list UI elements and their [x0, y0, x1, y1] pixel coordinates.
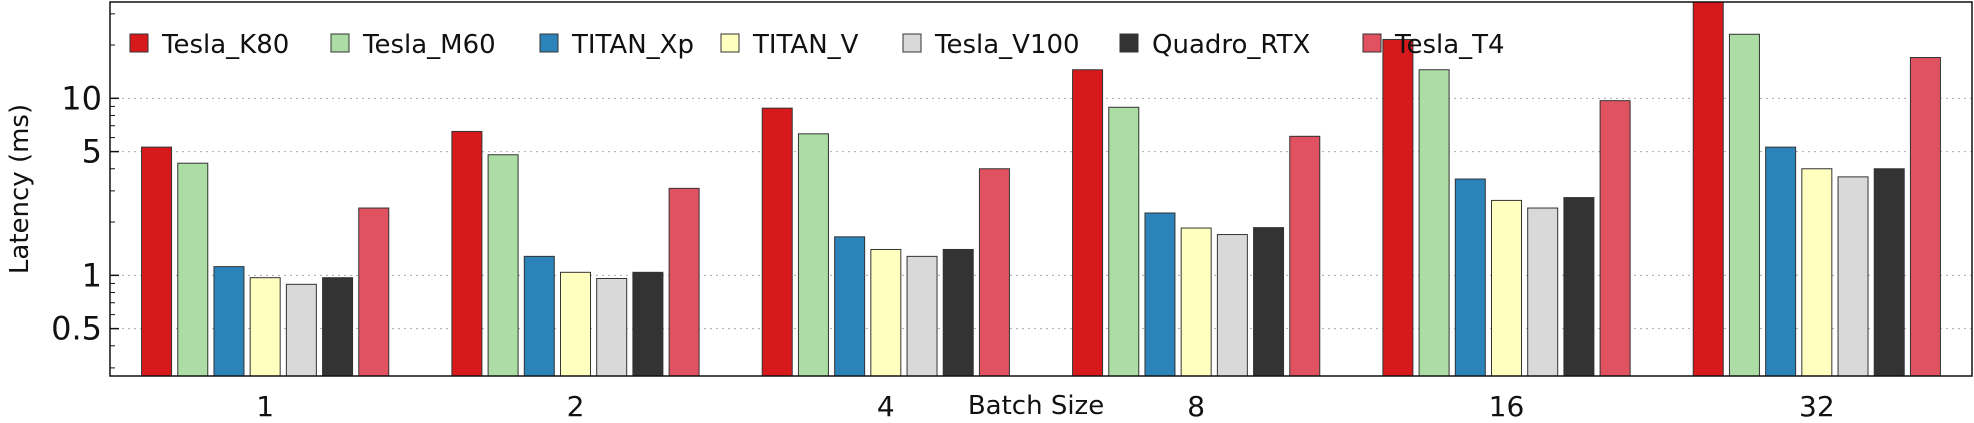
- legend-label: Tesla_T4: [1394, 30, 1505, 60]
- legend-label: Quadro_RTX: [1152, 30, 1310, 60]
- bar-tesla-t4-batch-4: [978, 168, 1010, 377]
- bar-tesla-m60-batch-16: [1418, 69, 1450, 377]
- legend-swatch: [330, 33, 350, 53]
- legend: Tesla_K80 Tesla_M60 TITAN_Xp TITAN_V Tesla_V…: [129, 30, 1505, 60]
- bars: [141, 1, 1941, 377]
- bar-tesla-v100-batch-1: [285, 283, 317, 377]
- bar-titan-v-batch-8: [1180, 227, 1212, 377]
- bar-titan-v-batch-1: [249, 277, 281, 377]
- x-tick-label: 2: [567, 390, 585, 423]
- grid-lines: [110, 97, 1972, 330]
- bar-quadro-rtx-batch-2: [632, 271, 664, 377]
- legend-swatch: [1362, 33, 1382, 53]
- y-axis-label: Latency (ms): [5, 104, 35, 274]
- bar-quadro-rtx-batch-4: [942, 248, 974, 377]
- bar-titan-xp-batch-1: [213, 266, 245, 377]
- legend-swatch: [1119, 33, 1139, 53]
- bar-titan-xp-batch-16: [1454, 178, 1486, 377]
- legend-swatch: [902, 33, 922, 53]
- bar-tesla-v100-batch-16: [1527, 207, 1559, 377]
- x-tick-label: 8: [1187, 390, 1205, 423]
- bar-titan-xp-batch-32: [1765, 146, 1797, 377]
- bar-tesla-t4-batch-16: [1599, 100, 1631, 377]
- legend-label: Tesla_M60: [362, 30, 496, 60]
- bar-tesla-v100-batch-2: [596, 277, 628, 377]
- legend-label: TITAN_V: [752, 30, 859, 60]
- y-tick-label: 1: [82, 256, 102, 294]
- bar-titan-v-batch-32: [1801, 168, 1833, 377]
- bar-tesla-m60-batch-8: [1108, 106, 1140, 377]
- bar-titan-xp-batch-2: [523, 255, 555, 377]
- bar-tesla-v100-batch-4: [906, 255, 938, 377]
- bar-tesla-m60-batch-32: [1728, 33, 1760, 377]
- x-axis-label: Batch Size: [968, 391, 1104, 421]
- bar-quadro-rtx-batch-16: [1563, 197, 1595, 377]
- bar-quadro-rtx-batch-1: [322, 277, 354, 377]
- bar-tesla-k80-batch-32: [1692, 1, 1724, 377]
- y-tick-label: 0.5: [51, 310, 102, 348]
- bar-titan-v-batch-16: [1491, 199, 1522, 377]
- legend-label: Tesla_K80: [161, 30, 289, 60]
- bar-tesla-m60-batch-4: [797, 133, 829, 377]
- bar-tesla-t4-batch-8: [1289, 135, 1321, 377]
- bar-tesla-v100-batch-32: [1837, 176, 1869, 377]
- bar-tesla-k80-batch-1: [141, 146, 173, 377]
- bar-tesla-v100-batch-8: [1216, 234, 1248, 377]
- bar-titan-v-batch-4: [870, 248, 902, 377]
- bar-tesla-k80-batch-2: [451, 130, 483, 377]
- bar-tesla-k80-batch-4: [761, 107, 793, 377]
- x-tick-label: 4: [877, 390, 895, 423]
- y-axis-ticks: 0.5 1 5 10: [51, 13, 119, 369]
- bar-titan-xp-batch-8: [1144, 212, 1176, 377]
- legend-label: TITAN_Xp: [571, 30, 694, 60]
- bar-tesla-t4-batch-2: [668, 187, 700, 377]
- bar-quadro-rtx-batch-8: [1253, 227, 1285, 377]
- plot-frame: [109, 1, 1973, 377]
- legend-label: Tesla_V100: [934, 30, 1080, 60]
- bar-tesla-m60-batch-1: [177, 162, 209, 377]
- legend-swatch: [539, 33, 559, 53]
- y-tick-label: 5: [82, 133, 102, 171]
- bar-tesla-t4-batch-1: [358, 207, 390, 377]
- x-tick-label: 1: [256, 390, 274, 423]
- x-tick-label: 32: [1799, 390, 1835, 423]
- y-tick-label: 10: [61, 79, 102, 117]
- x-axis-ticks: 1 2 4 8 16 32: [256, 390, 1834, 423]
- bar-tesla-t4-batch-32: [1909, 57, 1941, 377]
- bar-tesla-m60-batch-2: [487, 154, 519, 377]
- bar-tesla-k80-batch-16: [1382, 38, 1414, 377]
- legend-swatch: [129, 33, 149, 53]
- bar-titan-xp-batch-4: [834, 236, 866, 377]
- x-tick-label: 16: [1489, 390, 1525, 423]
- bar-titan-v-batch-2: [560, 271, 591, 377]
- bar-tesla-k80-batch-8: [1072, 69, 1104, 377]
- bar-quadro-rtx-batch-32: [1873, 168, 1905, 377]
- legend-swatch: [720, 33, 740, 53]
